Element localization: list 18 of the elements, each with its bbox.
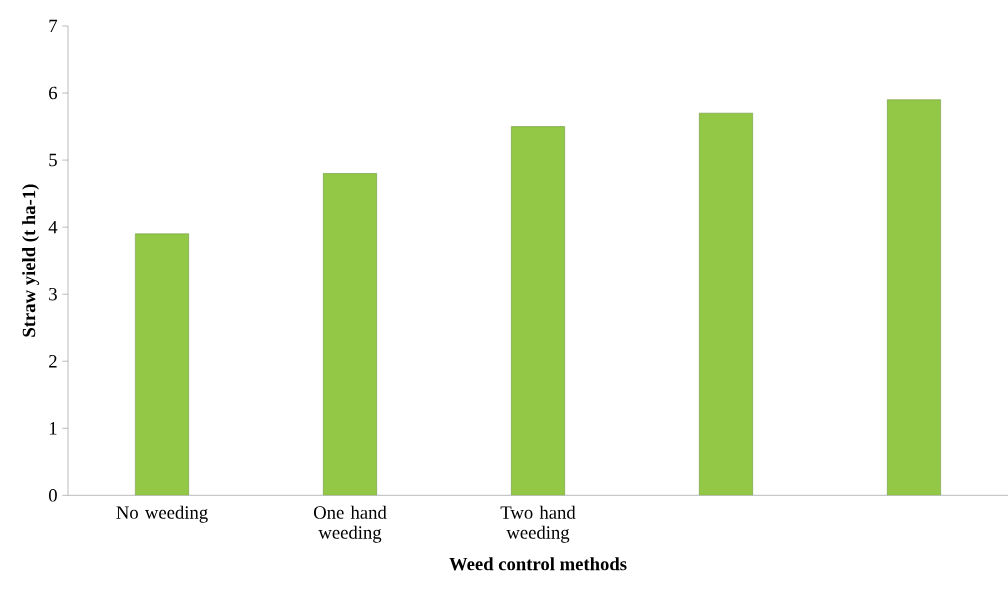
y-tick-label: 6 <box>49 86 58 100</box>
y-axis-title: Straw yield (t ha-1) <box>22 184 40 337</box>
y-tick-label: 2 <box>49 355 57 368</box>
x-axis-title: Weed control methods <box>449 557 627 571</box>
x-tick-label: Two hand weeding <box>500 505 576 543</box>
bar <box>135 233 189 496</box>
y-tick-label: 0 <box>48 489 57 502</box>
y-tick-label: 7 <box>49 19 58 33</box>
y-tick-label: 4 <box>48 220 58 234</box>
x-tick-label: No weeding <box>116 505 208 523</box>
y-tick-label: 3 <box>49 287 57 301</box>
bar <box>511 126 565 496</box>
bar <box>887 99 941 496</box>
y-tick-label: 1 <box>49 422 57 435</box>
bar <box>699 112 753 496</box>
x-tick-label: One hand weeding <box>313 505 387 543</box>
bar <box>323 173 377 496</box>
y-tick-label: 5 <box>49 153 57 167</box>
